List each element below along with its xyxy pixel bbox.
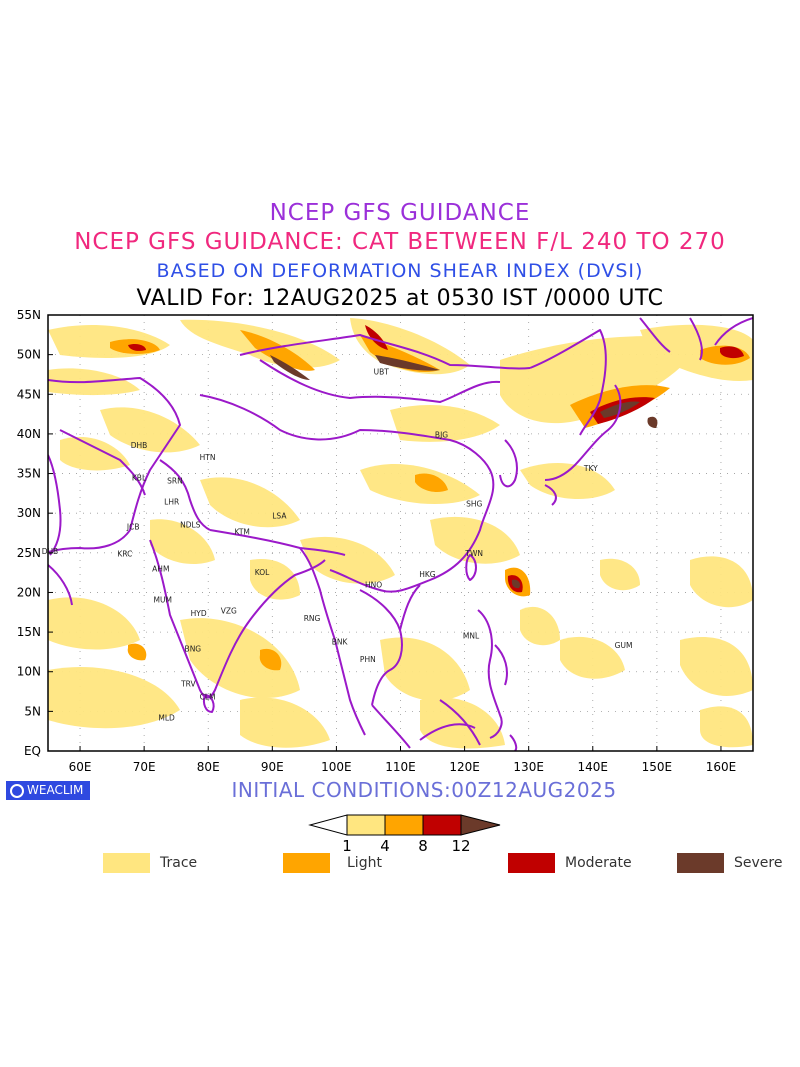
station-ndls: NDLS <box>180 520 201 529</box>
station-dub: DUB <box>42 547 58 556</box>
legend-swatch-severe <box>677 853 724 873</box>
lon-tick-label: 80E <box>197 760 220 774</box>
station-trv: TRV <box>180 680 196 689</box>
station-hkg: HKG <box>419 570 436 579</box>
station-hyd: HYD <box>191 609 207 618</box>
legend-swatch-light <box>283 853 330 873</box>
lat-tick-label: 25N <box>17 546 41 560</box>
station-clm: CLM <box>200 692 216 701</box>
station-kbl: KBL <box>132 474 147 483</box>
station-mld: MLD <box>158 714 175 723</box>
station-ubt: UBT <box>374 367 390 376</box>
legend-label-trace: Trace <box>160 855 198 871</box>
lat-tick-label: 35N <box>17 467 41 481</box>
lon-tick-label: 100E <box>321 760 352 774</box>
station-rng: RNG <box>304 614 321 623</box>
lat-tick-label: 40N <box>17 427 41 441</box>
station-phn: PHN <box>360 655 376 664</box>
station-twn: TWN <box>464 549 483 558</box>
weaclim-logo: WEACLIM <box>6 781 90 800</box>
colorbar-segment-trace <box>346 814 386 836</box>
latitude-axis: EQ 5N 10N 15N 20N 25N 30N 35N 40N 45N 50N 55N <box>17 308 53 758</box>
station-dhb: DHB <box>131 441 148 450</box>
colorbar: 1 4 8 12 <box>308 814 501 853</box>
lat-tick-label: 20N <box>17 585 41 599</box>
station-srn: SRN <box>167 477 183 486</box>
station-shg: SHG <box>466 500 482 509</box>
lat-tick-label: EQ <box>24 744 41 758</box>
lon-tick-label: 140E <box>578 760 609 774</box>
colorbar-tick-label: 4 <box>380 837 390 853</box>
station-ahm: AHM <box>152 565 169 574</box>
station-jcb: JCB <box>126 523 140 532</box>
legend-label-severe: Severe <box>734 855 783 871</box>
cat-shading <box>48 318 753 749</box>
lon-tick-label: 150E <box>642 760 673 774</box>
legend-label-moderate: Moderate <box>565 855 632 871</box>
colorbar-low-arrow <box>308 814 348 836</box>
title-secondary: NCEP GFS GUIDANCE: CAT BETWEEN F/L 240 T… <box>74 229 726 255</box>
station-vzg: VZG <box>221 607 237 616</box>
station-htn: HTN <box>200 453 216 462</box>
lon-tick-label: 90E <box>261 760 284 774</box>
lat-tick-label: 45N <box>17 387 41 401</box>
lat-tick-label: 55N <box>17 308 41 322</box>
lat-tick-label: 15N <box>17 625 41 639</box>
station-ktm: KTM <box>235 527 250 536</box>
lon-tick-label: 110E <box>385 760 416 774</box>
station-bnk: BNK <box>332 638 349 647</box>
station-tky: TKY <box>583 464 598 473</box>
station-lsa: LSA <box>272 512 287 521</box>
legend-swatch-moderate <box>508 853 555 873</box>
lat-tick-label: 30N <box>17 506 41 520</box>
turbulence-map: 60E 70E 80E 90E 100E 110E 120E 130E 140E 150E 160E… <box>17 308 754 774</box>
legend-swatch-trace <box>103 853 150 873</box>
lat-tick-label: 50N <box>17 348 41 362</box>
lat-tick-label: 10N <box>17 665 41 679</box>
lon-tick-label: 130E <box>513 760 544 774</box>
colorbar-high-arrow <box>460 814 501 836</box>
title-valid-time: VALID For: 12AUG2025 at 0530 IST /0000 U… <box>136 286 664 311</box>
station-bjg: BJG <box>435 431 448 440</box>
station-krc: KRC <box>117 550 132 559</box>
title-index: BASED ON DEFORMATION SHEAR INDEX (DVSI) <box>156 260 644 282</box>
weaclim-logo-icon <box>10 784 24 798</box>
initial-conditions: INITIAL CONDITIONS:00Z12AUG2025 <box>231 778 617 802</box>
lon-tick-label: 60E <box>69 760 92 774</box>
colorbar-tick-labels: 1 4 8 12 <box>342 837 470 853</box>
station-mum: MUM <box>154 596 172 605</box>
station-kol: KOL <box>255 568 270 577</box>
station-lhr: LHR <box>164 497 179 506</box>
colorbar-tick-label: 8 <box>418 837 428 853</box>
colorbar-tick-label: 1 <box>342 837 352 853</box>
lon-tick-label: 160E <box>706 760 737 774</box>
station-bng: BNG <box>185 645 202 654</box>
station-gum: GUM <box>615 641 633 650</box>
colorbar-tick-label: 12 <box>451 837 470 853</box>
title-primary: NCEP GFS GUIDANCE <box>269 200 531 226</box>
longitude-axis: 60E 70E 80E 90E 100E 110E 120E 130E 140E 150E 160E <box>69 746 737 774</box>
station-labels: UBT BJG TKY HTN DHB KBL SRN LHR SHG LSA JCB NDLS KTM… <box>42 367 633 722</box>
colorbar-segment-light <box>384 814 424 836</box>
lon-tick-label: 70E <box>133 760 156 774</box>
station-hno: HNO <box>365 581 382 590</box>
lon-tick-label: 120E <box>449 760 480 774</box>
lat-tick-label: 5N <box>24 704 41 718</box>
station-mnl: MNL <box>463 631 480 640</box>
colorbar-segment-moderate <box>422 814 462 836</box>
country-boundaries <box>48 317 753 751</box>
weaclim-logo-text: WEACLIM <box>27 783 84 797</box>
legend-label-light: Light <box>347 855 382 871</box>
